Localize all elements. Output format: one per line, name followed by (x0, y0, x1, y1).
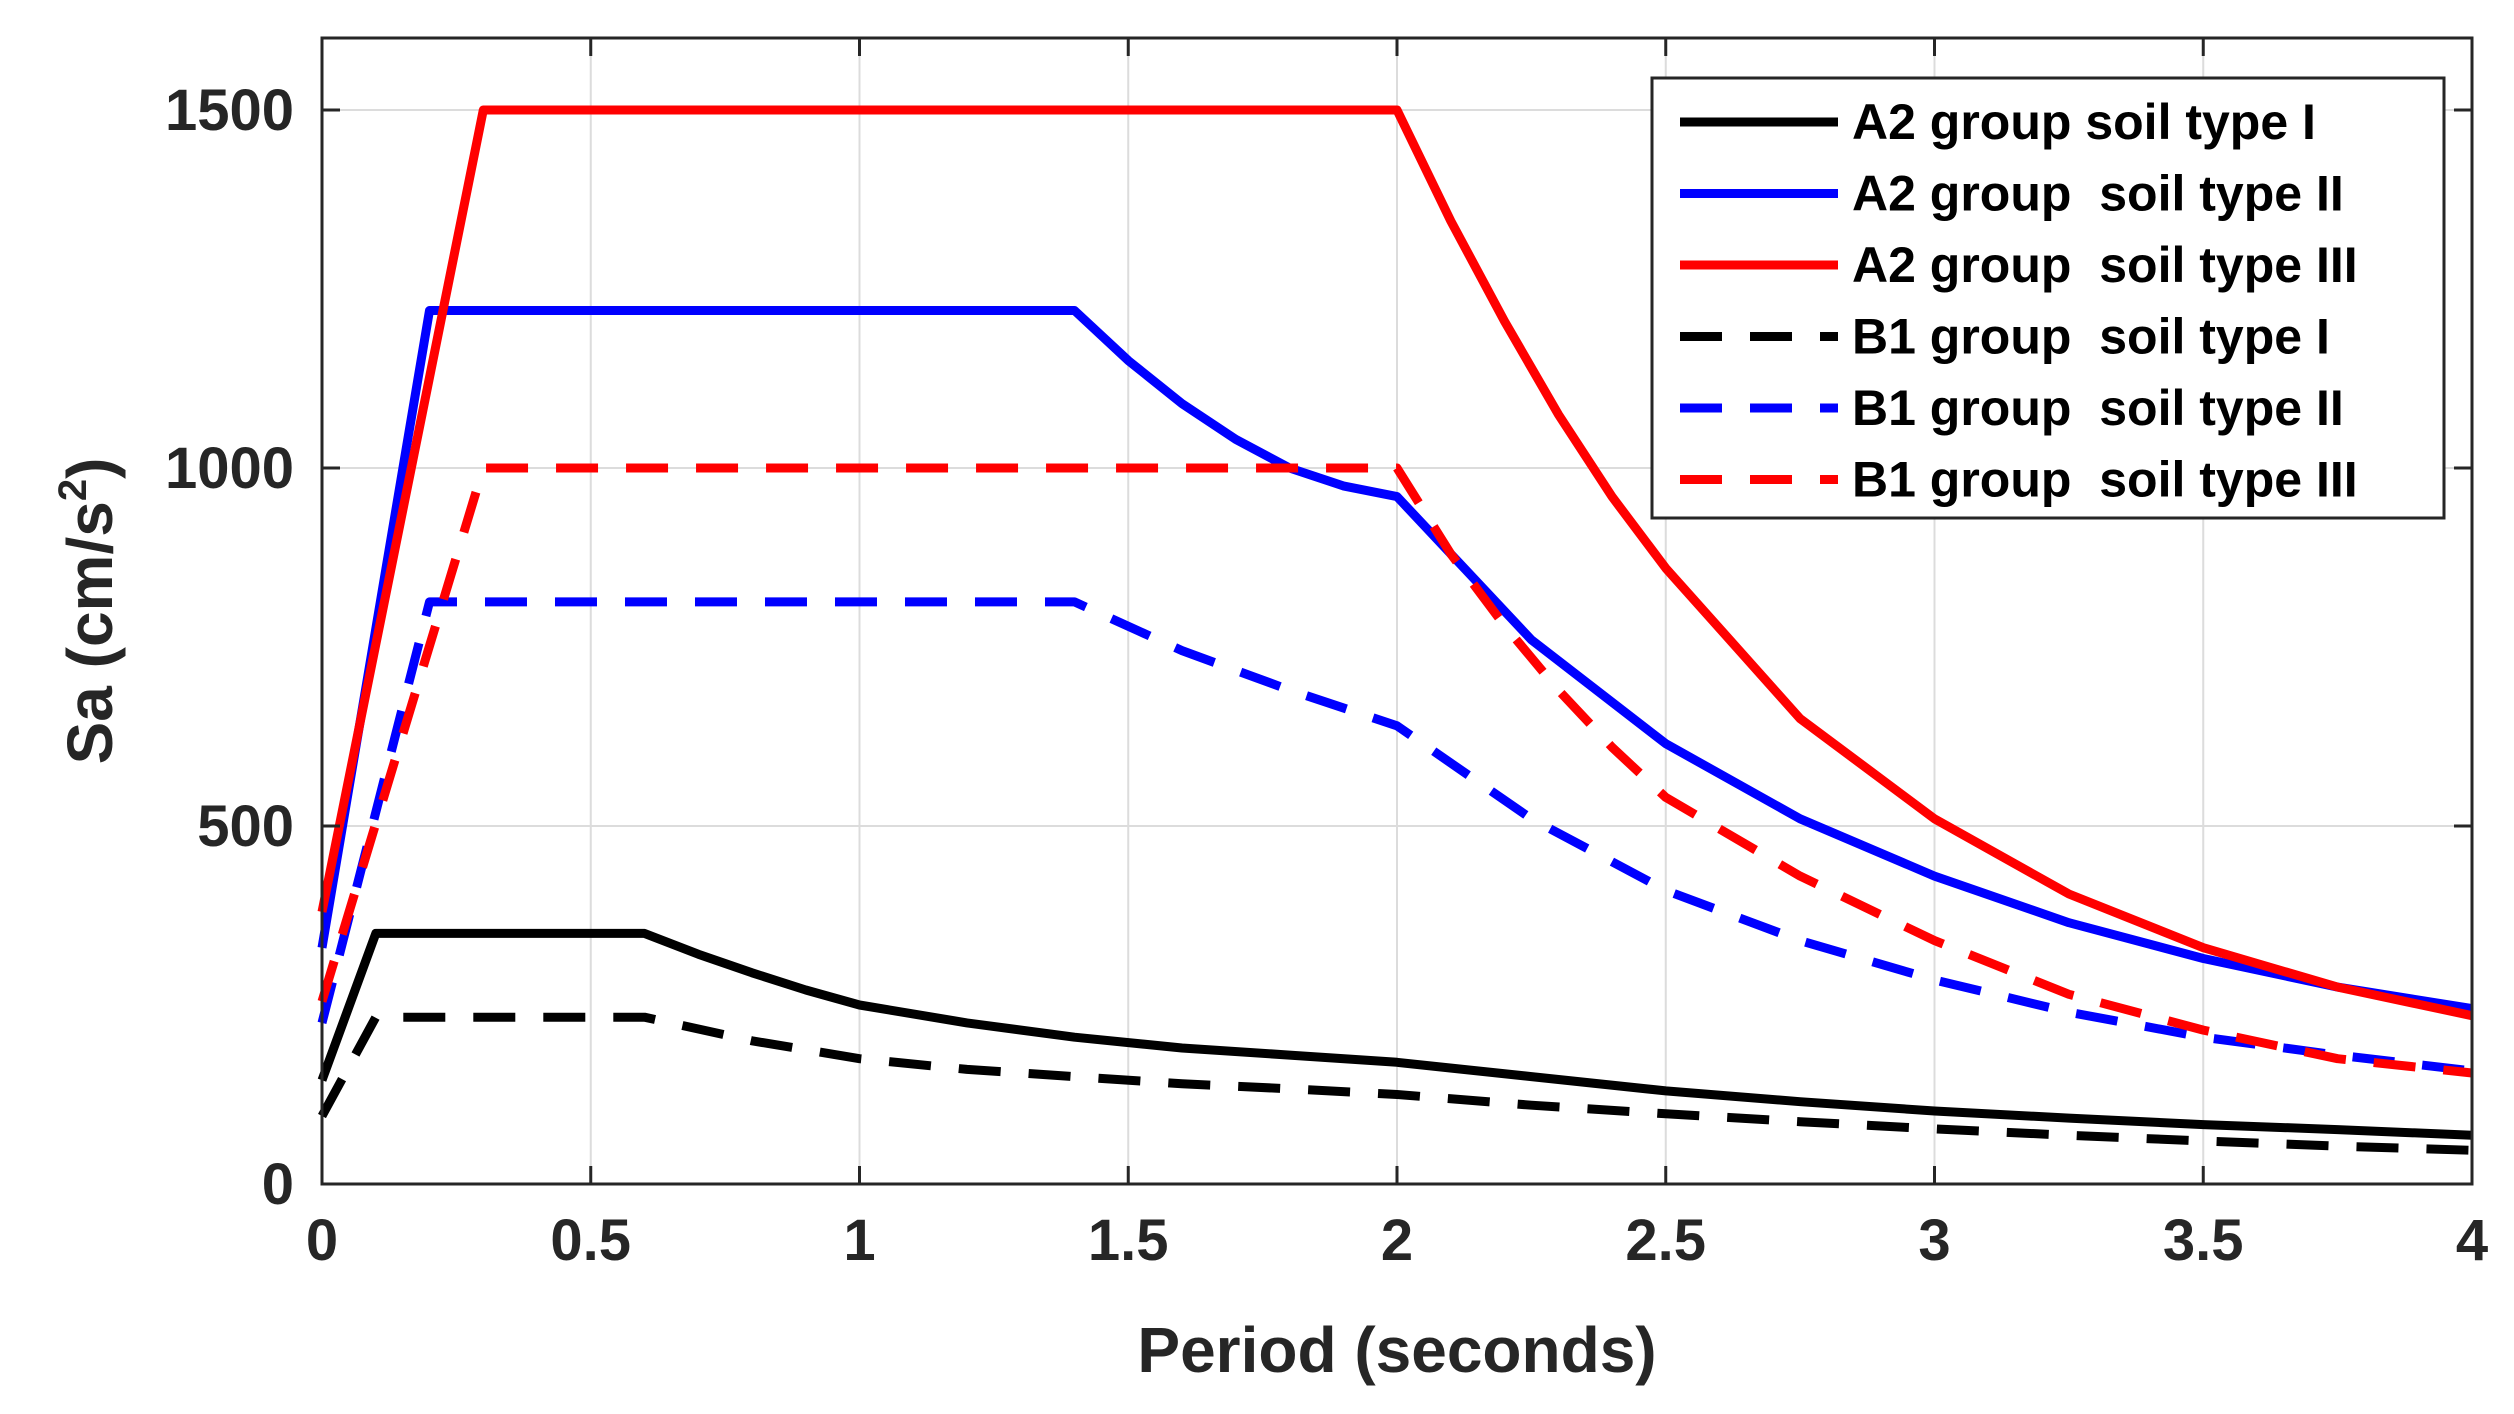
y-axis-label: Sa (cm/s2) (51, 458, 126, 765)
legend-entry-3: A2 group soil type III (1852, 237, 2358, 293)
y-tick-label: 1500 (165, 78, 294, 143)
legend-entry-2: A2 group soil type II (1852, 166, 2344, 222)
y-tick-label: 1000 (165, 436, 294, 501)
x-tick-label: 2 (1381, 1208, 1413, 1273)
x-tick-label: 4 (2456, 1208, 2488, 1273)
series-line-5 (317, 597, 2473, 1076)
series-layer (317, 105, 2473, 1155)
y-axis-label-close: ) (54, 458, 126, 479)
x-tick-label: 1 (843, 1208, 875, 1273)
legend-entry-4: B1 group soil type I (1852, 309, 2330, 365)
y-axis-label-sup: 2 (51, 479, 95, 501)
series-line-1 (317, 928, 2473, 1140)
x-tick-label: 0 (306, 1208, 338, 1273)
y-tick-label: 500 (197, 794, 294, 859)
x-axis-label: Period (seconds) (1137, 1314, 1656, 1386)
y-axis-label-main: Sa (cm/s (54, 501, 126, 764)
legend-entry-1: A2 group soil type I (1852, 94, 2316, 150)
series-line-4 (318, 1012, 2473, 1155)
legend-box (1650, 76, 2446, 520)
x-tick-label: 1.5 (1088, 1208, 1169, 1273)
x-tick-label: 3.5 (2163, 1208, 2244, 1273)
legend: A2 group soil type I A2 group soil type I… (1650, 76, 2446, 520)
legend-entry-6: B1 group soil type III (1852, 452, 2358, 508)
series-line-6 (317, 463, 2473, 1078)
y-tick-label: 0 (262, 1152, 294, 1217)
series-line-3 (317, 105, 2473, 1021)
ticks: 0 0.5 1 1.5 2 2.5 3 3.5 4 0 500 1000 1500 (165, 38, 2488, 1273)
legend-entry-5: B1 group soil type II (1852, 380, 2344, 436)
series-line-2 (317, 306, 2473, 1014)
x-tick-label: 2.5 (1625, 1208, 1706, 1273)
x-tick-label: 3 (1918, 1208, 1950, 1273)
x-tick-label: 0.5 (550, 1208, 631, 1273)
